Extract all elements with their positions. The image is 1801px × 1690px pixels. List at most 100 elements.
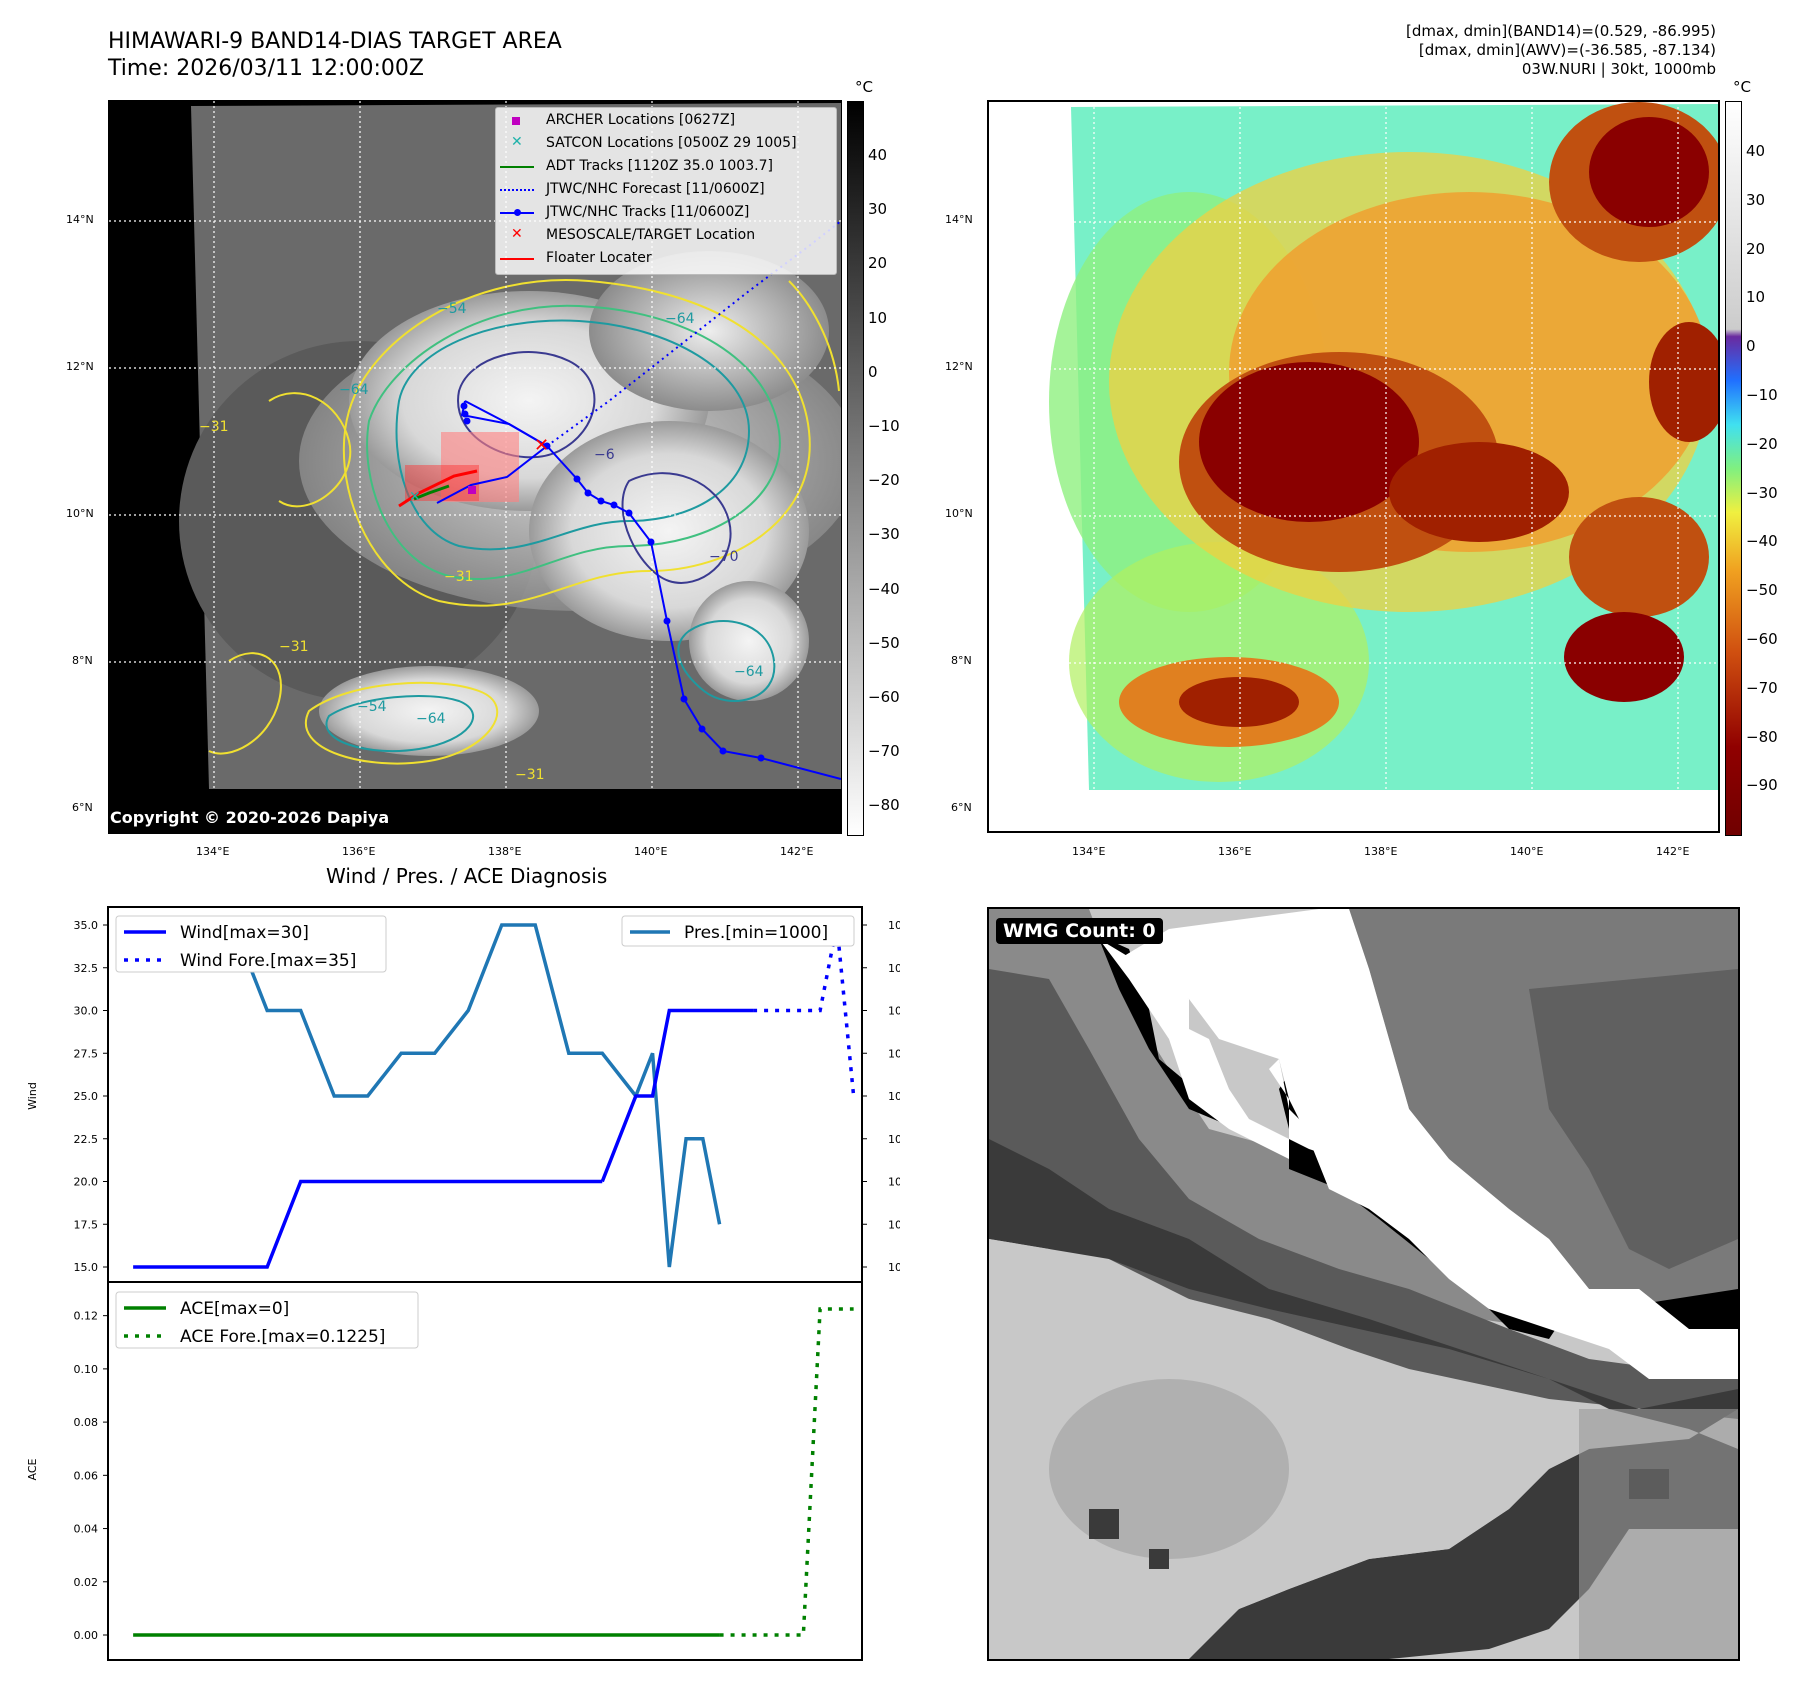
- contour-label: −31: [279, 639, 309, 655]
- copyright-text: Copyright © 2020-2026 Dapiya: [110, 808, 390, 827]
- colorbar-tick: 40: [868, 146, 888, 164]
- colorbar-tick: −30: [1746, 483, 1778, 502]
- colorbar-tick: −30: [868, 525, 900, 544]
- lat-label: 12°N: [66, 360, 94, 373]
- solid-line-icon: [500, 166, 534, 168]
- contour-label: −64: [665, 311, 695, 327]
- x-marker-icon: ✕: [511, 226, 523, 242]
- ace-legend: [115, 1291, 419, 1349]
- legend-label: Pres.[min=1000]: [684, 923, 828, 943]
- lat-label: 8°N: [951, 654, 972, 667]
- dotted-line-icon: [500, 189, 534, 191]
- lat-label: 14°N: [945, 213, 973, 226]
- diagnosis-chart: 35.0 32.5 30.0 27.5 25.0 22.5 20.0 17.5 15.0 1008…: [26, 906, 900, 1661]
- contour-label: −64: [339, 382, 369, 398]
- lon-label: 134°E: [196, 845, 230, 858]
- map-gridlines: [989, 102, 1718, 831]
- colorbar-tick: 30: [1746, 190, 1766, 209]
- colorbar-unit: °C: [855, 78, 873, 96]
- colorbar-tick: −50: [868, 633, 900, 652]
- wind-tick-label: 22.5: [74, 1133, 99, 1146]
- pressure-tick-label: 1000: [888, 1261, 900, 1274]
- svg-text:✕: ✕: [534, 435, 549, 456]
- contour-label: −31: [199, 419, 229, 435]
- awv-map: [989, 102, 1718, 831]
- wind-tick-label: 15.0: [74, 1261, 99, 1274]
- x-marker-icon: ✕: [511, 134, 523, 150]
- ace-axes: [107, 1281, 863, 1661]
- colorbar-right: [1725, 101, 1742, 836]
- wind-axis-label: Wind: [26, 1082, 39, 1110]
- wmg-map: [989, 909, 1738, 1659]
- lat-label: 14°N: [66, 213, 94, 226]
- wind-legend: [115, 915, 387, 973]
- legend-label: ACE Fore.[max=0.1225]: [180, 1327, 385, 1347]
- colorbar-tick: 40: [1746, 142, 1766, 160]
- diagnosis-title: Wind / Pres. / ACE Diagnosis: [326, 864, 608, 888]
- svg-text:✕: ✕: [409, 489, 421, 505]
- map-legend: ARCHER Locations [0627Z] ✕ SATCON Locati…: [495, 107, 837, 275]
- wind-tick-label: 35.0: [74, 919, 99, 932]
- colorbar-tick: −60: [868, 688, 900, 706]
- lon-label: 140°E: [1510, 845, 1544, 858]
- ace-tick-label: 0.08: [74, 1416, 99, 1429]
- colorbar-tick: −10: [868, 417, 900, 435]
- colorbar-tick: −40: [1746, 532, 1778, 551]
- colorbar-tick: 20: [868, 254, 888, 273]
- awv-map-panel: [987, 100, 1720, 833]
- pressure-tick-label: 1002: [888, 1176, 900, 1189]
- colorbar-tick: −20: [1746, 434, 1778, 453]
- pressure-tick-label: 1004: [888, 1090, 900, 1103]
- pressure-series-line: [133, 923, 722, 1268]
- target-area-box: [441, 432, 519, 502]
- colorbar-tick: 0: [868, 362, 878, 381]
- lat-label: 12°N: [945, 360, 973, 373]
- pressure-tick-label: 1008: [888, 919, 900, 932]
- lat-label: 10°N: [945, 507, 973, 520]
- floater-locater-line: [398, 469, 478, 508]
- pressure-tick-label: 1005: [888, 1047, 900, 1060]
- pressure-tick-label: 1007: [888, 962, 900, 975]
- lat-label: 8°N: [72, 654, 93, 667]
- ace-tick-label: 0.06: [74, 1469, 99, 1482]
- lon-label: 138°E: [1364, 845, 1398, 858]
- wind-forecast-line: [753, 924, 856, 1097]
- contour-label: −54: [357, 699, 387, 715]
- ace-tick-label: 0.12: [74, 1310, 99, 1323]
- colorbar-tick: −70: [868, 742, 900, 761]
- colorbar-tick: 10: [1746, 288, 1766, 307]
- wind-tick-label: 32.5: [74, 962, 99, 975]
- colorbar-tick: −20: [868, 471, 900, 490]
- wmg-count-badge: WMG Count: 0: [996, 918, 1163, 944]
- colorbar-tick: −10: [1746, 386, 1778, 404]
- lon-label: 138°E: [488, 845, 522, 858]
- adt-track-line: [413, 484, 450, 501]
- contour-label: −31: [444, 569, 474, 585]
- figure-title: HIMAWARI-9 BAND14-DIAS TARGET AREA Time:…: [108, 29, 562, 81]
- legend-label: Wind[max=30]: [180, 923, 309, 943]
- legend-label: Wind Fore.[max=35]: [180, 951, 356, 971]
- colorbar-left: [847, 101, 864, 836]
- colorbar-tick: 0: [1746, 337, 1756, 356]
- square-marker-icon: [512, 117, 520, 125]
- wmg-panel: [987, 907, 1740, 1661]
- wind-tick-label: 20.0: [74, 1176, 99, 1189]
- ace-tick-label: 0.02: [74, 1576, 99, 1589]
- colorbar-tick: 20: [1746, 239, 1766, 258]
- ace-tick-label: 0.10: [74, 1363, 99, 1376]
- contour-label: −70: [709, 549, 739, 565]
- lon-label: 140°E: [634, 845, 668, 858]
- wind-tick-label: 30.0: [74, 1005, 99, 1018]
- pressure-tick-label: 1001: [888, 1218, 900, 1231]
- colorbar-tick: −60: [1746, 630, 1778, 648]
- ace-tick-label: 0.04: [74, 1523, 99, 1536]
- contour-label: −64: [734, 664, 764, 680]
- colorbar-tick: −80: [1746, 727, 1778, 746]
- contour-label: −6: [594, 447, 615, 463]
- legend-label: ACE[max=0]: [180, 1299, 289, 1319]
- ace-forecast-line: [719, 1307, 854, 1637]
- lat-label: 6°N: [951, 801, 972, 814]
- colorbar-tick: −80: [868, 796, 900, 815]
- colorbar-tick: 10: [868, 308, 888, 327]
- wind-series-line: [133, 1179, 603, 1269]
